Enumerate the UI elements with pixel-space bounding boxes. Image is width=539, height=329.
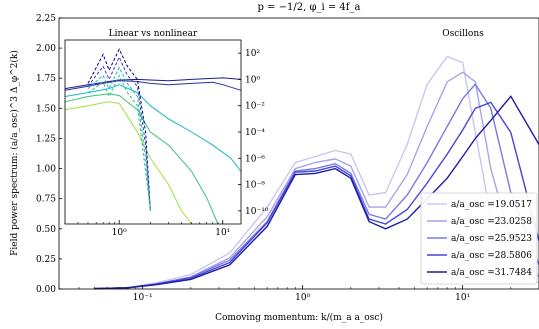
main-y-tick-label: 1.75 [36, 74, 56, 84]
inset-y-tick-label: 10² [245, 49, 260, 59]
inset-series-line-7 [87, 55, 151, 211]
main-y-tick-label: 0.00 [36, 285, 56, 295]
main-y-tick-label: 1.00 [36, 165, 56, 175]
main-plot-area [94, 55, 539, 290]
inset-series-line-3 [64, 84, 242, 172]
inset-series-line-9 [87, 74, 151, 211]
legend-box [420, 192, 538, 285]
inset-x-tick-label: 10¹ [215, 228, 230, 238]
legend: a/a_osc =19.0517 a/a_osc =23.0258 a/a_osc … [420, 192, 538, 285]
inset-chart-title: Linear vs nonlinear [109, 29, 198, 39]
main-axes-frame [58, 17, 539, 290]
main-series-line-1 [94, 55, 539, 290]
inset-y-tick-label: 10⁻⁶ [245, 154, 265, 164]
main-chart-title: p = −1/2, φ_i = 4f_a [258, 2, 361, 13]
inset-series-line-2 [64, 80, 242, 91]
inset-series-line-6 [87, 48, 151, 211]
legend-label-1: a/a_osc =19.0517 [451, 200, 532, 210]
oscillons-annotation: Oscillons [442, 29, 484, 39]
legend-label-5: a/a_osc =31.7484 [451, 268, 532, 278]
main-x-tick-label: 10⁰ [295, 293, 310, 303]
inset-y-tick-label: 10⁻⁴ [245, 128, 265, 138]
main-y-tick-label: 1.50 [36, 104, 56, 114]
inset-plot-area [64, 48, 242, 225]
inset-y-tick-label: 10⁻⁸ [245, 181, 265, 191]
main-y-tick-label: 2.00 [36, 44, 56, 54]
inset-y-ticks: 10² 10⁰ 10⁻² 10⁻⁴ 10⁻⁶ 10⁻⁸ 10⁻¹⁰ [238, 49, 269, 217]
inset-series-line-5 [64, 101, 192, 225]
main-y-tick-label: 0.50 [36, 225, 56, 235]
main-y-axis-label: Field power spectrum: (a/a_osc)^3 Δ_φ^2(… [9, 50, 20, 256]
main-y-tick-label: 2.25 [36, 14, 56, 24]
inset-series-line-8 [87, 66, 151, 211]
legend-label-2: a/a_osc =23.0258 [451, 217, 532, 227]
inset-y-tick-label: 10⁰ [245, 75, 260, 85]
inset-x-ticks: 10⁰ 10¹ [64, 220, 230, 238]
inset-y-tick-label: 10⁻² [245, 102, 265, 112]
main-series-line-5 [94, 95, 539, 290]
inset-background [65, 40, 241, 224]
main-y-tick-label: 0.25 [36, 255, 56, 265]
legend-label-3: a/a_osc =25.9523 [451, 234, 532, 244]
main-x-tick-label: 10¹ [455, 293, 470, 303]
legend-label-4: a/a_osc =28.5806 [451, 251, 532, 261]
main-x-tick-label: 10⁻¹ [133, 293, 153, 303]
main-x-axis-label: Comoving momentum: k/(m_a a_osc) [215, 312, 383, 323]
main-y-tick-label: 0.75 [36, 195, 56, 205]
inset-x-tick-label: 10⁰ [112, 228, 127, 238]
main-y-tick-label: 1.25 [36, 134, 56, 144]
inset-y-tick-label: 10⁻¹⁰ [245, 207, 269, 217]
main-series-line-3 [94, 83, 539, 290]
main-y-ticks: 0.00 0.25 0.50 0.75 1.00 1.25 1.50 1.75 2.00 2.25 [36, 14, 62, 295]
main-x-ticks: 10⁻¹ 10⁰ 10¹ [58, 285, 539, 303]
main-series-line-4 [94, 101, 539, 290]
